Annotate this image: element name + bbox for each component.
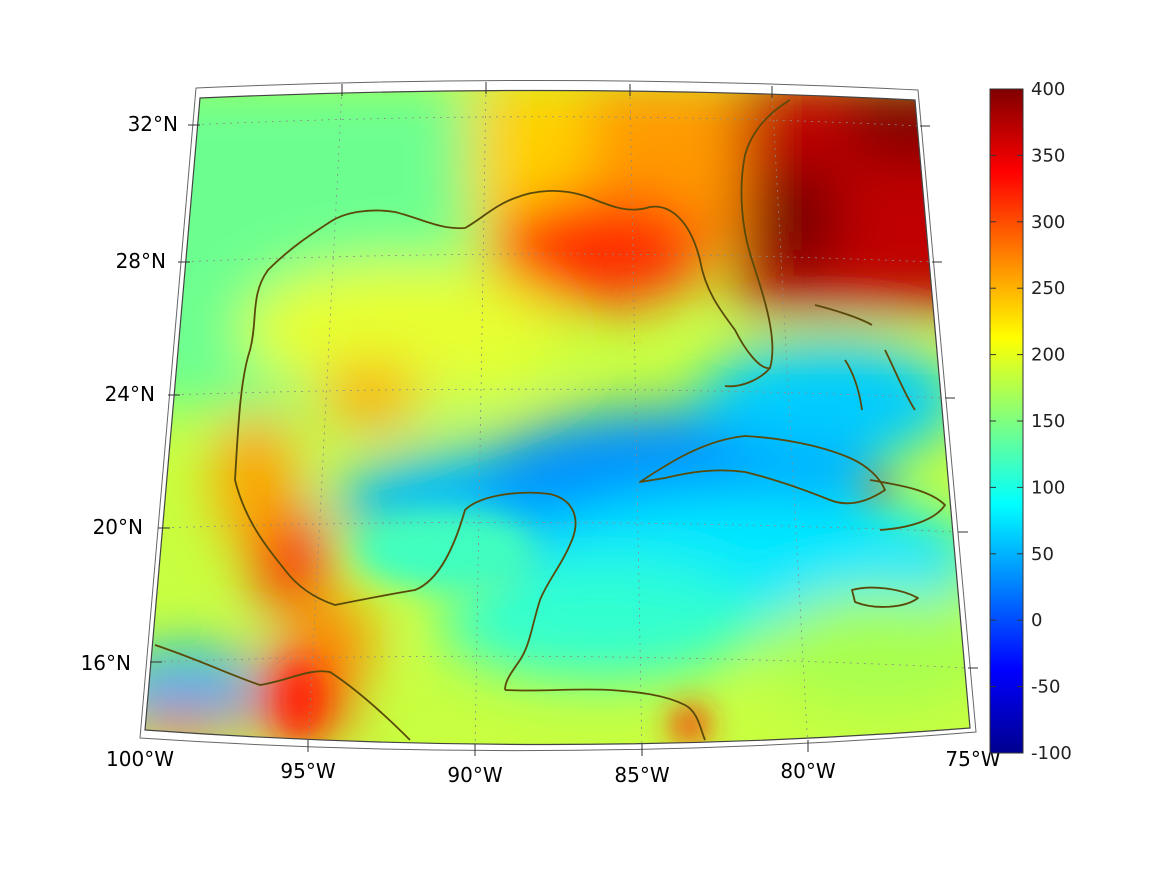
mexico-east-coast-line [234,479,577,691]
lon-label-100: 100°W [106,747,174,771]
colorbar-label: 400 [1031,79,1065,100]
gulf-coast-line [234,190,771,481]
colorbar-label: 150 [1031,411,1065,432]
florida-east-coast-line [740,99,791,369]
colorbar-label: -50 [1031,677,1060,698]
colorbar-label: -100 [1031,743,1072,764]
cuba-outline [639,435,886,505]
tick-marks [150,82,978,756]
central-america-coast-line [504,688,706,741]
gridlines [149,90,969,745]
lat-label-20: 20°N [93,515,143,539]
lon-label-90: 90°W [447,763,502,787]
lon-label-85: 85°W [614,763,669,787]
lat-label-16: 16°N [81,651,131,675]
pacific-coast-line [154,644,411,741]
bahamas-outline [814,304,916,411]
heatmap-field [145,90,970,745]
lon-labels: 100°W 95°W 90°W 85°W 80°W 75°W [106,747,1001,787]
lat-label-28: 28°N [116,249,166,273]
colorbar-label: 350 [1031,145,1065,166]
coastlines [154,99,946,741]
lat-labels: 32°N 28°N 24°N 20°N 16°N [81,112,178,675]
colorbar-label: 50 [1031,544,1054,565]
colorbar-label: 250 [1031,278,1065,299]
colorbar-label: 100 [1031,477,1065,498]
colorbar-label: 0 [1031,610,1042,631]
map-frame [144,89,971,746]
jamaica-outline [851,586,919,608]
lon-label-80: 80°W [780,759,835,783]
colorbar: 400 350 300 250 200 150 100 50 0 -50 -100 [989,79,1072,764]
colorbar-ticks [990,88,1023,754]
hispaniola-outline [869,479,946,531]
lat-label-32: 32°N [128,112,178,136]
colorbar-label: 200 [1031,345,1065,366]
lat-label-24: 24°N [105,382,155,406]
colorbar-label: 300 [1031,212,1065,233]
colorbar-labels: 400 350 300 250 200 150 100 50 0 -50 -100 [1031,79,1072,764]
map-frame-outer [139,79,977,752]
lon-label-95: 95°W [280,759,335,783]
